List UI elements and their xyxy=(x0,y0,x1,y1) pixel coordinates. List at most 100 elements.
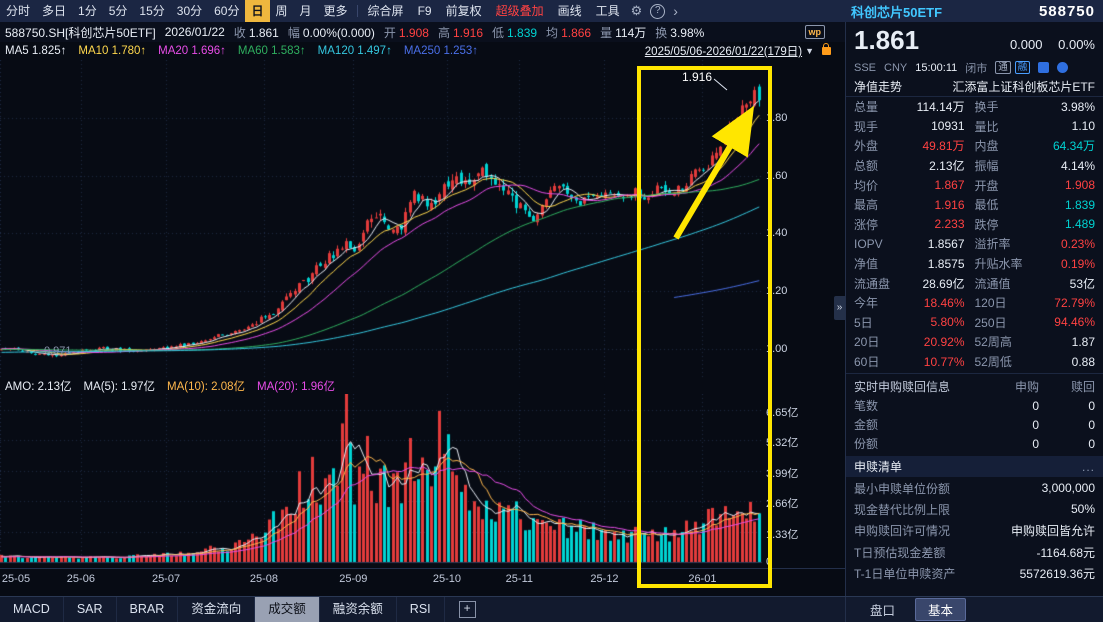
date-axis-label: 26-01 xyxy=(688,573,717,585)
panel-tab[interactable]: 盘口 xyxy=(870,604,896,618)
period-tab[interactable]: 多日 xyxy=(42,4,67,18)
indicator-tab[interactable]: MACD xyxy=(0,597,64,622)
exchange-label: SSE xyxy=(854,61,877,74)
indicator-tab[interactable]: SAR xyxy=(64,597,117,622)
quote-label: 现手 xyxy=(854,119,879,134)
quote-row: 最高 1.916 最低 1.839 xyxy=(846,195,1103,215)
detail-value: -1164.68元 xyxy=(1036,545,1095,560)
period-tab[interactable]: 1分 xyxy=(78,4,97,18)
date-axis-label: 25-06 xyxy=(66,573,95,585)
volume-axis-label: 2.66亿 xyxy=(766,498,799,511)
help-icon[interactable]: ? xyxy=(650,3,666,19)
lock-icon[interactable] xyxy=(822,43,831,55)
candlestick-chart-pane[interactable]: 1.80 1.60 1.40 1.20 1.00 xyxy=(0,60,845,378)
detail-row: T-1日单位申赎资产 5572619.36元 xyxy=(846,563,1103,584)
price-change-group: 0.000 0.00% xyxy=(1010,37,1095,52)
period-tab[interactable]: 分时 xyxy=(6,4,31,18)
date-range-label[interactable]: 2025/05/06-2026/01/22(179日) xyxy=(644,46,803,58)
quote-row: 外盘 49.81万 内盘 64.34万 xyxy=(846,136,1103,156)
info-field: 量 114万 xyxy=(600,24,646,41)
panel-tab[interactable]: 基本 xyxy=(915,598,967,621)
subscribe-column-header: 申购 xyxy=(1014,379,1039,394)
tool-button[interactable]: 画线 xyxy=(557,4,582,18)
add-indicator-icon[interactable]: + xyxy=(458,601,476,618)
quote-label: 振幅 xyxy=(974,159,999,174)
currency-label: CNY xyxy=(884,61,908,74)
quote-label: 溢折率 xyxy=(974,237,1011,252)
ohlc-field-group: 收 1.861 幅 0.00%(0.000) 开 1.908 高 1.916 低 1.839 均 1.… xyxy=(234,24,705,41)
price-axis-label: 1.80 xyxy=(766,111,788,124)
gear-icon[interactable]: ⚙ xyxy=(630,3,643,18)
quote-label: 总量 xyxy=(854,100,879,115)
period-tab[interactable]: 5分 xyxy=(108,4,128,18)
volume-ma-value: MA(20): 1.96亿 xyxy=(257,381,336,393)
market-status-row: SSE CNY 15:00:11 闭市 通融 xyxy=(846,59,1103,76)
date-range-control[interactable]: 2025/05/06-2026/01/22(179日) ▼ xyxy=(645,43,845,59)
tool-button[interactable]: 综合屏 xyxy=(367,4,404,18)
indicator-tab[interactable]: 成交额 xyxy=(255,597,320,622)
date-axis-label: 25-05 xyxy=(1,573,31,585)
message-icon[interactable] xyxy=(1038,62,1050,73)
date-axis-label: 25-07 xyxy=(151,573,181,585)
volume-ma-value: MA(10): 2.08亿 xyxy=(167,381,246,393)
candlestick-canvas[interactable] xyxy=(0,60,845,378)
quote-label: 升贴水率 xyxy=(974,257,1023,272)
volume-canvas[interactable] xyxy=(0,394,845,568)
tool-button[interactable]: 工具 xyxy=(595,4,620,18)
alert-icon[interactable] xyxy=(1057,62,1069,73)
info-field: 开 1.908 xyxy=(384,24,429,41)
chevron-down-icon[interactable]: ▼ xyxy=(805,46,814,56)
indicator-tab[interactable]: 融资余额 xyxy=(320,597,397,622)
info-field-label: 开 xyxy=(383,25,396,40)
volume-ma-value: MA(5): 1.97亿 xyxy=(83,381,156,393)
period-tab[interactable]: 15分 xyxy=(139,4,165,18)
pcf-list-header[interactable]: 申赎清单 ... xyxy=(846,456,1103,478)
session-status: 闭市 xyxy=(965,62,988,75)
quote-info-row: 588750.SH[科创芯片50ETF] 2026/01/22 收 1.861 幅 0… xyxy=(0,22,845,42)
detail-row: 现金替代比例上限 50% xyxy=(846,499,1103,520)
volume-ma-group: AMO: 2.13亿 MA(5): 1.97亿 MA(10): 2.08亿 MA(20… xyxy=(5,378,335,394)
quote-label: 最低 xyxy=(974,198,999,213)
detail-row: 申购赎回许可情况 申购赎回皆允许 xyxy=(846,520,1103,541)
indicator-tab[interactable]: RSI xyxy=(397,597,445,622)
volume-chart-pane[interactable]: 6.65亿 5.32亿 3.99亿 2.66亿 1.33亿 0 xyxy=(0,394,845,568)
quote-row: 净值 1.8575 升贴水率 0.19% xyxy=(846,254,1103,274)
detail-label: T日预估现金差额 xyxy=(854,545,946,560)
subscription-row: 金额 0 0 xyxy=(846,415,1103,434)
status-badge: 融 xyxy=(1014,61,1031,74)
quote-label: 流通盘 xyxy=(854,276,891,291)
info-field-label: 幅 xyxy=(287,25,300,40)
period-tab[interactable]: 日 xyxy=(245,0,270,22)
period-tab[interactable]: 60分 xyxy=(214,4,240,18)
quote-value: 2.233 xyxy=(934,217,965,232)
quote-value: 4.14% xyxy=(1060,158,1095,173)
panel-collapse-handle[interactable]: » xyxy=(834,296,845,320)
indicator-tab[interactable]: 资金流向 xyxy=(178,597,256,622)
wp-badge-icon[interactable]: wp xyxy=(804,25,825,39)
indicator-tab[interactable]: BRAR xyxy=(117,597,179,622)
period-tab[interactable]: 月 xyxy=(299,4,312,18)
info-field-value: 1.839 xyxy=(507,25,538,40)
detail-label: 申购赎回许可情况 xyxy=(854,524,951,539)
quote-panel: 1.861 0.000 0.00% SSE CNY 15:00:11 闭市 通融… xyxy=(845,22,1103,596)
chevron-right-icon[interactable]: › xyxy=(673,3,678,19)
period-tab[interactable]: 更多 xyxy=(323,4,348,18)
subscription-label: 金额 xyxy=(854,418,879,433)
nav-trend-link[interactable]: 净值走势 xyxy=(854,79,903,94)
quote-label: 内盘 xyxy=(974,139,999,154)
detail-value: 3,000,000 xyxy=(1041,481,1095,495)
tool-button[interactable]: 前复权 xyxy=(445,4,482,18)
quote-row: 总量 114.14万 换手 3.98% xyxy=(846,97,1103,117)
quote-value: 1.867 xyxy=(934,178,965,193)
tool-button[interactable]: 超级叠加 xyxy=(495,4,544,18)
quote-label: 250日 xyxy=(974,315,1007,330)
tool-button[interactable]: F9 xyxy=(417,4,432,18)
quote-value: 1.839 xyxy=(1064,197,1095,212)
quote-label: 5日 xyxy=(854,315,873,330)
more-ellipsis-icon[interactable]: ... xyxy=(1081,459,1095,474)
period-tab[interactable]: 30分 xyxy=(176,4,203,18)
period-tab[interactable]: 周 xyxy=(275,4,288,18)
subscription-table: 笔数 0 0 金额 0 0 份额 0 0 xyxy=(846,396,1103,453)
redeem-column-header: 赎回 xyxy=(1070,379,1095,394)
quote-label: 开盘 xyxy=(974,178,999,193)
